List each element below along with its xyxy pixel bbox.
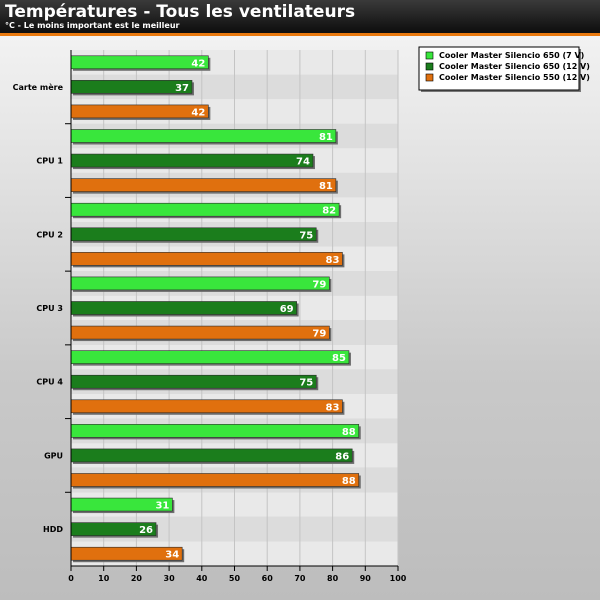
bar-value-label: 79	[312, 329, 326, 340]
legend-label: Cooler Master Silencio 650 (7 V)	[439, 51, 584, 60]
bar	[70, 374, 317, 389]
bar-value-label: 81	[319, 181, 333, 192]
legend-swatch	[425, 62, 434, 71]
bar-value-label: 42	[191, 107, 205, 118]
x-tick-label: 20	[131, 574, 143, 583]
x-tick-label: 0	[68, 574, 74, 583]
x-tick-label: 60	[262, 574, 274, 583]
bar	[70, 276, 330, 291]
bar	[70, 80, 193, 94]
x-tick-label: 70	[294, 574, 306, 583]
x-tick-label: 30	[164, 574, 176, 583]
category-label: CPU 3	[36, 304, 63, 313]
bar-value-label: 34	[165, 550, 179, 561]
chart-header: Températures - Tous les ventilateurs °C …	[0, 0, 600, 33]
bar	[70, 448, 353, 463]
x-tick-label: 50	[229, 574, 241, 583]
category-label: CPU 2	[36, 230, 63, 239]
bar	[70, 178, 337, 192]
legend-swatch	[425, 51, 434, 60]
category-label: CPU 4	[36, 378, 63, 387]
category-label: GPU	[44, 451, 63, 460]
legend-label: Cooler Master Silencio 550 (12 V)	[439, 73, 590, 82]
x-tick-label: 100	[390, 574, 407, 583]
bar	[70, 325, 330, 340]
bar-value-label: 83	[325, 255, 339, 266]
bar	[70, 202, 340, 217]
bar	[70, 252, 343, 266]
chart-subtitle: °C - Le moins important est le meilleur	[5, 21, 180, 30]
bar-value-label: 83	[325, 402, 339, 413]
x-tick-label: 80	[327, 574, 339, 583]
bar	[70, 473, 360, 487]
bar-value-label: 42	[191, 58, 205, 69]
bar	[70, 104, 209, 119]
x-tick-label: 40	[196, 574, 208, 583]
bar-value-label: 86	[335, 451, 349, 462]
bar-value-label: 81	[319, 132, 333, 143]
bar-value-label: 31	[155, 501, 169, 512]
bar	[70, 129, 337, 143]
bar	[70, 153, 314, 168]
bar-value-label: 82	[322, 206, 336, 217]
chart-title: Températures - Tous les ventilateurs	[5, 2, 356, 22]
category-label: Carte mère	[13, 82, 64, 92]
bar	[70, 399, 343, 414]
bar-value-label: 79	[312, 279, 326, 290]
bar-value-label: 26	[139, 525, 153, 536]
legend-label: Cooler Master Silencio 650 (12 V)	[439, 62, 590, 71]
legend-box	[418, 46, 580, 91]
x-tick-label: 10	[98, 574, 110, 583]
bar	[70, 55, 209, 70]
category-label: HDD	[43, 525, 63, 534]
bar	[70, 227, 317, 242]
x-tick-label: 90	[360, 574, 372, 583]
bar-value-label: 75	[299, 230, 313, 241]
bar-value-label: 74	[296, 157, 310, 168]
bar	[70, 350, 350, 364]
bar-value-label: 85	[332, 353, 346, 364]
bar-value-label: 75	[299, 378, 313, 389]
bar	[70, 424, 360, 438]
header-divider	[0, 33, 600, 36]
category-label: CPU 1	[36, 157, 63, 166]
bar-value-label: 37	[175, 83, 189, 94]
legend-swatch	[425, 73, 434, 82]
bar-value-label: 69	[280, 304, 294, 315]
bar	[70, 301, 297, 315]
bar-value-label: 88	[342, 427, 356, 438]
bar-value-label: 88	[342, 476, 356, 487]
